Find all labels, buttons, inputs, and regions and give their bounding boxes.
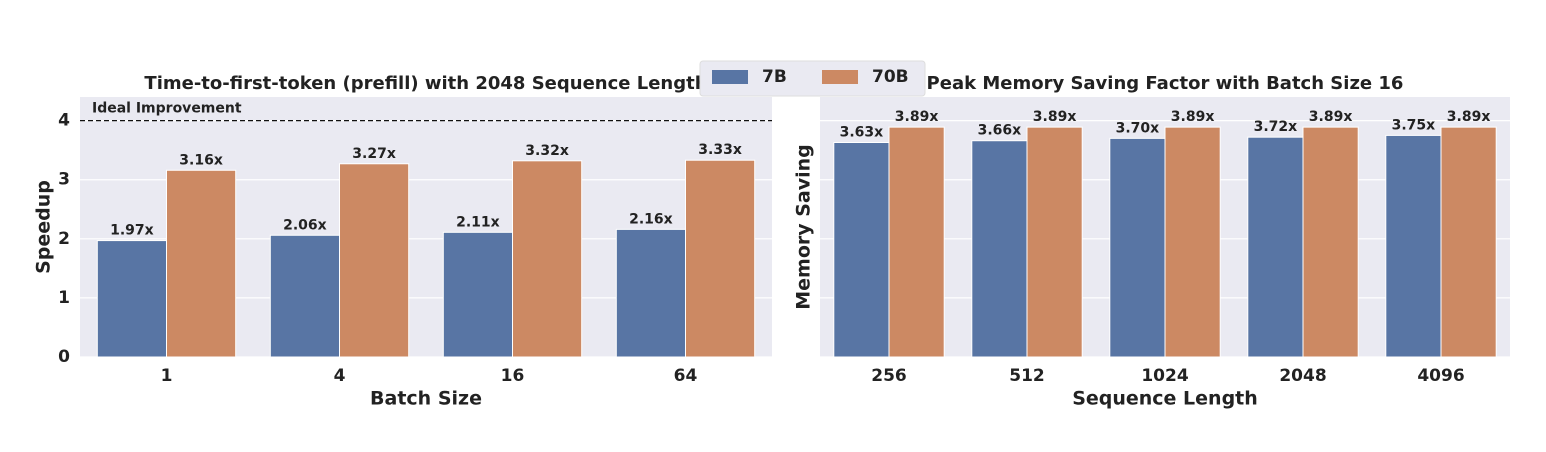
value-label: 2.06x — [283, 217, 327, 233]
y-tick-label: 1 — [58, 288, 70, 308]
x-tick-label: 256 — [871, 366, 907, 386]
bar — [1026, 126, 1083, 358]
value-label: 3.32x — [525, 143, 569, 159]
value-label: 3.63x — [840, 125, 884, 141]
value-label: 3.89x — [895, 109, 939, 125]
bar — [96, 240, 167, 358]
bar — [1385, 134, 1442, 358]
y-tick-label: 4 — [58, 111, 70, 131]
bar — [1440, 126, 1497, 358]
y-tick-label: 3 — [58, 170, 70, 190]
y-axis-label: Speedup — [33, 180, 55, 274]
legend-label: 7B — [762, 67, 787, 87]
bar — [1164, 126, 1221, 358]
bar — [833, 142, 890, 358]
bar — [685, 159, 756, 358]
bar — [1109, 137, 1166, 358]
value-label: 3.89x — [1033, 109, 1077, 125]
x-tick-label: 64 — [674, 366, 698, 386]
x-tick-label: 4 — [334, 366, 346, 386]
x-tick-label: 4096 — [1417, 366, 1464, 386]
value-label: 3.70x — [1116, 120, 1160, 136]
bar — [1247, 136, 1304, 358]
value-label: 3.66x — [978, 123, 1022, 139]
value-label: 3.27x — [352, 146, 396, 162]
bar — [339, 163, 410, 358]
bar — [166, 169, 237, 358]
x-tick-label: 16 — [501, 366, 525, 386]
legend-swatch — [712, 70, 748, 84]
value-label: 2.16x — [629, 211, 673, 227]
bar — [615, 228, 686, 358]
value-label: 3.33x — [698, 142, 742, 158]
value-label: 3.89x — [1309, 109, 1353, 125]
bar — [442, 231, 513, 358]
y-axis-label: Memory Saving — [793, 144, 815, 310]
x-axis-label: Batch Size — [370, 388, 482, 410]
legend-label: 70B — [872, 67, 909, 87]
y-tick-label: 2 — [58, 229, 70, 249]
value-label: 1.97x — [110, 223, 154, 239]
chart-title: Time-to-first-token (prefill) with 2048 … — [144, 73, 707, 94]
bar — [971, 140, 1028, 358]
x-tick-label: 1 — [161, 366, 173, 386]
chart-title: Peak Memory Saving Factor with Batch Siz… — [927, 73, 1404, 94]
x-tick-label: 512 — [1009, 366, 1045, 386]
value-label: 3.72x — [1254, 119, 1298, 135]
value-label: 3.89x — [1447, 109, 1491, 125]
bar — [269, 234, 340, 358]
value-label: 2.11x — [456, 214, 500, 230]
value-label: 3.75x — [1392, 117, 1436, 133]
bar — [888, 126, 945, 358]
x-axis-label: Sequence Length — [1072, 388, 1258, 410]
value-label: 3.89x — [1171, 109, 1215, 125]
legend-swatch — [822, 70, 858, 84]
value-label: 3.16x — [179, 152, 223, 168]
reference-label: Ideal Improvement — [92, 101, 242, 117]
x-tick-label: 2048 — [1279, 366, 1326, 386]
legend-box — [699, 60, 926, 97]
bar — [1302, 126, 1359, 358]
x-tick-label: 1024 — [1141, 366, 1188, 386]
y-tick-label: 0 — [58, 347, 70, 367]
bar — [512, 160, 583, 358]
